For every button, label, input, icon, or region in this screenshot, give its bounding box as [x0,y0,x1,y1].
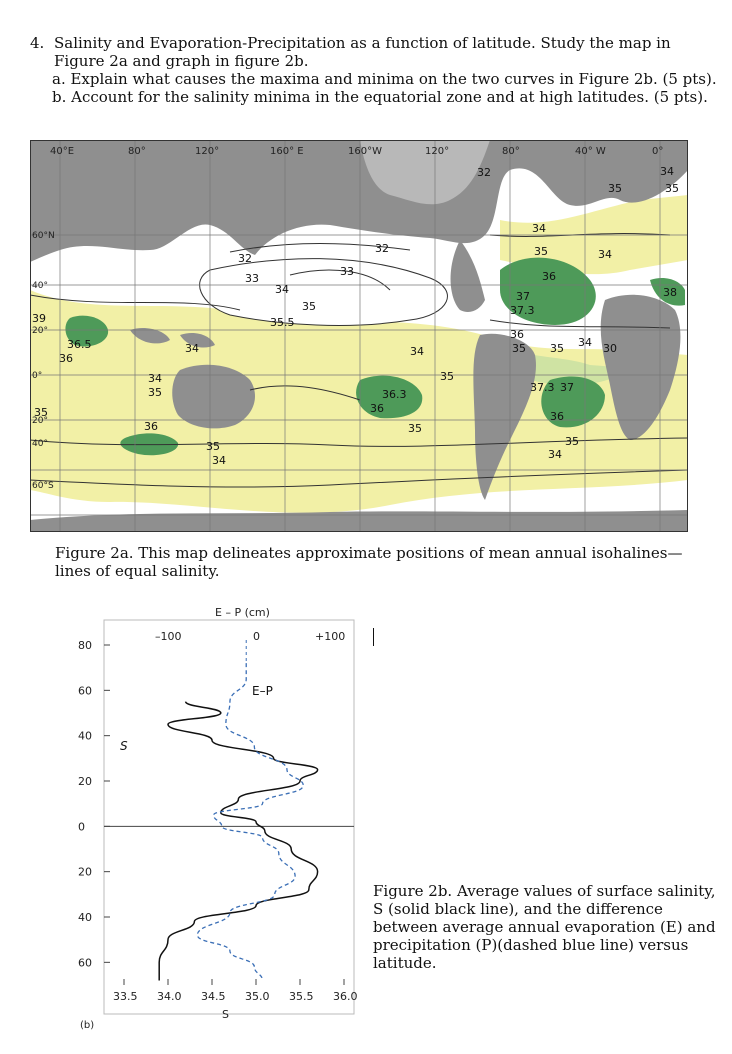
isohaline-label: 37 [516,290,530,303]
graph-bottom-tick: 35.0 [245,990,270,1003]
graph-bottom-axis-title: S [222,1008,229,1021]
isohaline-label: 34 [185,342,199,355]
isohaline-label: 35 [608,182,622,195]
isohaline-label: 33 [340,265,354,278]
map-lon-label: 120° [425,146,449,157]
graph-panel-label: (b) [80,1020,94,1031]
isohaline-label: 30 [603,342,617,355]
map-lon-label: 40°E [50,146,74,157]
map-lat-label: 60°S [32,481,54,491]
isohaline-label: 36.5 [67,338,92,351]
isohaline-label: 32 [238,252,252,265]
graph-bottom-tick: 36.0 [333,990,358,1003]
isohaline-label: 36 [542,270,556,283]
graph-bottom-tick: 33.5 [113,990,138,1003]
isohaline-label: 35.5 [270,316,295,329]
graph-bottom-tick: 35.5 [289,990,314,1003]
isohaline-label: 35 [550,342,564,355]
ep-curve-label: E–P [252,684,273,698]
graph-lat-tick: 80 [78,639,92,652]
question-part-b: b. Account for the salinity minima in th… [52,88,708,106]
salinity-curve-label: S [120,739,128,753]
isohaline-label: 35 [34,406,48,419]
isohaline-label: 35 [148,386,162,399]
isohaline-label: 34 [148,372,162,385]
isohaline-label: 35 [565,435,579,448]
map-lon-label: 40° W [575,146,606,157]
isohaline-label: 36 [59,352,73,365]
isohaline-label: 36.3 [382,388,407,401]
question-number: 4. [30,34,45,52]
isohaline-label: 34 [212,454,226,467]
isohaline-label: 35 [302,300,316,313]
isohaline-label: 37.3 [510,304,535,317]
isohaline-label: 33 [245,272,259,285]
graph-top-tick: –100 [155,630,182,643]
isohaline-label: 38 [663,286,677,299]
isohaline-label: 36 [510,328,524,341]
graph-frame [103,619,355,1015]
map-lon-label: 80° [502,146,520,157]
isohaline-label: 36 [144,420,158,433]
isohaline-label: 37 [560,381,574,394]
graph-bottom-tick: 34.5 [201,990,226,1003]
graph-top-tick: +100 [315,630,345,643]
isohaline-label: 36 [550,410,564,423]
graph-top-tick: 0 [253,630,260,643]
map-lon-label: 160°W [348,146,382,157]
question-part-a: a. Explain what causes the maxima and mi… [52,70,717,88]
salinity-ep-graph: E – P (cm) –100 0 +100 80 60 40 20 0 20 40 60 3… [60,600,360,1040]
isohaline-label: 35 [206,440,220,453]
map-lon-label: 0° [652,146,663,157]
ep-curve [196,663,304,981]
salinity-map: 40°E 80° 120° 160° E 160°W 120° 80° 40° … [30,140,688,532]
isohaline-label: 34 [532,222,546,235]
map-lon-label: 120° [195,146,219,157]
figure-2b-caption: Figure 2b. Average values of surface sal… [373,882,716,972]
isohaline-label: 34 [598,248,612,261]
graph-lat-tick: 20 [78,866,92,879]
figure-2a-caption: Figure 2a. This map delineates approxima… [55,544,683,580]
graph-bottom-tick: 34.0 [157,990,182,1003]
isohaline-label: 34 [410,345,424,358]
isohaline-label: 35 [665,182,679,195]
isohaline-label: 35 [512,342,526,355]
map-lon-label: 160° E [270,146,304,157]
isohaline-label: 39 [32,312,46,325]
map-lat-label: 20° [32,416,48,426]
graph-lat-tick: 40 [78,911,92,924]
map-lat-label: 40° [32,439,48,449]
map-lat-label: 40° [32,281,48,291]
graph-top-axis-title: E – P (cm) [215,606,270,619]
graph-lat-tick: 60 [78,684,92,697]
isohaline-label: 34 [275,283,289,296]
isohaline-label: 32 [375,242,389,255]
graph-lat-tick: 40 [78,730,92,743]
question-block: 4. Salinity and Evaporation-Precipitatio… [30,34,720,106]
graph-lat-tick: 60 [78,956,92,969]
salinity-curve [158,700,319,981]
isohaline-label: 35 [534,245,548,258]
isohaline-label: 35 [440,370,454,383]
question-heading: 4. Salinity and Evaporation-Precipitatio… [30,34,720,70]
map-lon-label: 80° [128,146,146,157]
graph-lat-tick: 0 [78,820,85,833]
isohaline-label: 32 [477,166,491,179]
text-cursor [373,628,374,646]
isohaline-label: 37.3 [530,381,555,394]
graph-lat-tick: 20 [78,775,92,788]
map-lat-label: 20° [32,326,48,336]
map-lat-label: 0° [32,371,42,381]
map-lat-label: 60°N [32,231,55,241]
isohaline-label: 34 [578,336,592,349]
isohaline-label: 35 [408,422,422,435]
isohaline-label: 34 [548,448,562,461]
question-title: Salinity and Evaporation-Precipitation a… [54,34,671,70]
isohaline-label: 34 [660,165,674,178]
isohaline-label: 36 [370,402,384,415]
